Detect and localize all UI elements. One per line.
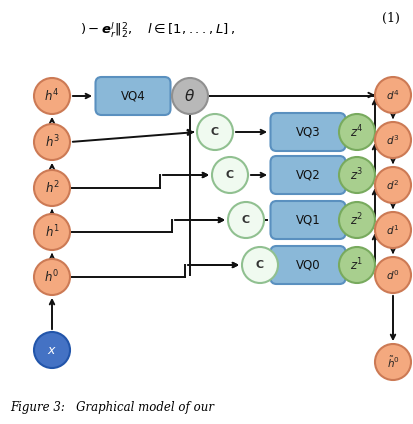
Text: C: C xyxy=(241,215,249,225)
Circle shape xyxy=(228,202,263,238)
Text: $h^0$: $h^0$ xyxy=(44,269,59,285)
Text: $x$: $x$ xyxy=(47,343,57,357)
Text: $z^1$: $z^1$ xyxy=(349,257,363,273)
Text: C: C xyxy=(225,170,233,180)
FancyBboxPatch shape xyxy=(270,156,345,194)
Text: $z^3$: $z^3$ xyxy=(349,167,363,183)
Circle shape xyxy=(34,259,70,295)
Circle shape xyxy=(338,114,374,150)
Text: $\left.\right) - \boldsymbol{e}_r^l\|_2^2, \quad l \in [1,...,L]\,,$: $\left.\right) - \boldsymbol{e}_r^l\|_2^… xyxy=(80,20,234,40)
Circle shape xyxy=(374,212,410,248)
Circle shape xyxy=(374,122,410,158)
Text: $h^2$: $h^2$ xyxy=(45,180,59,196)
Circle shape xyxy=(338,202,374,238)
FancyBboxPatch shape xyxy=(270,246,345,284)
Text: C: C xyxy=(211,127,218,137)
Text: VQ0: VQ0 xyxy=(295,259,320,271)
Circle shape xyxy=(197,114,233,150)
FancyBboxPatch shape xyxy=(270,201,345,239)
Circle shape xyxy=(338,247,374,283)
Text: VQ2: VQ2 xyxy=(295,168,320,181)
Text: Figure 3:   Graphical model of our: Figure 3: Graphical model of our xyxy=(10,402,214,415)
Circle shape xyxy=(374,257,410,293)
Circle shape xyxy=(374,344,410,380)
Text: $\tilde{h}^0$: $\tilde{h}^0$ xyxy=(386,354,399,370)
Circle shape xyxy=(211,157,247,193)
Circle shape xyxy=(34,214,70,250)
Circle shape xyxy=(34,78,70,114)
Text: $\theta$: $\theta$ xyxy=(184,88,195,104)
FancyBboxPatch shape xyxy=(95,77,170,115)
Circle shape xyxy=(34,124,70,160)
Text: $d^4$: $d^4$ xyxy=(385,88,399,102)
Text: $h^4$: $h^4$ xyxy=(44,88,59,104)
Text: $d^2$: $d^2$ xyxy=(385,178,399,192)
Circle shape xyxy=(338,157,374,193)
Text: C: C xyxy=(255,260,263,270)
Text: $d^1$: $d^1$ xyxy=(385,223,399,237)
Text: $z^2$: $z^2$ xyxy=(349,212,363,228)
Text: $z^4$: $z^4$ xyxy=(349,124,363,140)
Text: VQ3: VQ3 xyxy=(295,126,320,139)
Circle shape xyxy=(242,247,277,283)
Circle shape xyxy=(171,78,207,114)
Text: $h^1$: $h^1$ xyxy=(45,224,59,240)
Circle shape xyxy=(374,77,410,113)
Text: VQ1: VQ1 xyxy=(295,214,320,226)
Text: $h^3$: $h^3$ xyxy=(45,134,59,150)
Text: $d^0$: $d^0$ xyxy=(385,268,399,282)
Circle shape xyxy=(374,167,410,203)
Circle shape xyxy=(34,332,70,368)
FancyBboxPatch shape xyxy=(270,113,345,151)
Text: $d^3$: $d^3$ xyxy=(385,133,399,147)
Circle shape xyxy=(34,170,70,206)
Text: (1): (1) xyxy=(381,11,399,25)
Text: VQ4: VQ4 xyxy=(120,89,145,103)
